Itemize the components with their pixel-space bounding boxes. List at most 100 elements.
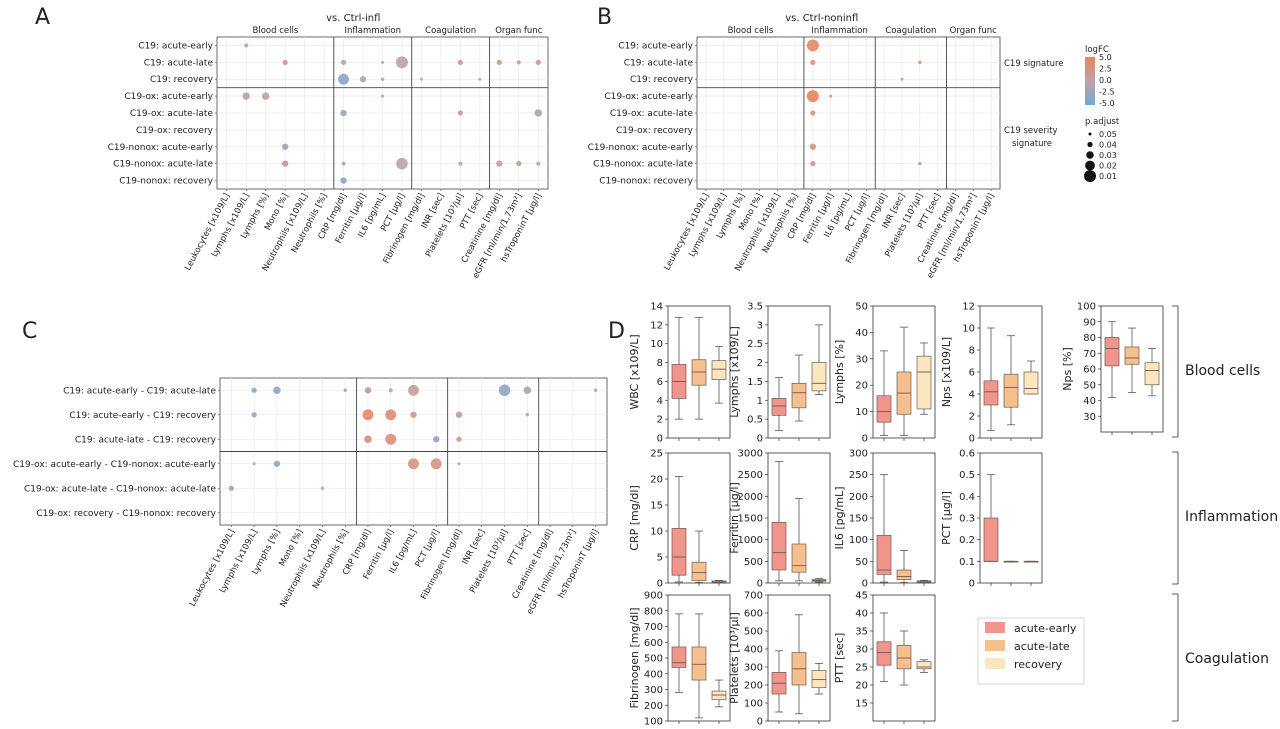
boxplot-y-tick-label: 400	[744, 645, 763, 656]
legend-padj-dot	[1084, 170, 1096, 182]
panel-c-dot	[457, 462, 461, 466]
boxplot-y-tick-label: 10	[650, 339, 663, 350]
legend-padj-dot	[1085, 160, 1095, 171]
panel-c-dot	[433, 436, 440, 443]
panel-c-dot	[343, 388, 347, 392]
boxplot-y-tick-label: 700	[744, 591, 763, 602]
boxplot-y-tick-label: 40	[855, 328, 868, 339]
panel-b-dot	[918, 60, 922, 65]
boxplot-y-tick-label: 50	[855, 302, 868, 313]
legend-padj-tick: 0.01	[1099, 172, 1117, 181]
boxplot-box	[811, 362, 827, 392]
panel-c-dot	[320, 486, 325, 490]
boxplot-y-tick-label: 1500	[738, 514, 763, 525]
boxplot-y-tick-label: 70	[1083, 349, 1096, 360]
boxplot-y-tick-label: 80	[1083, 333, 1096, 344]
boxplot-y-label: PCT [µg/l]	[940, 491, 953, 545]
panel-b-dot	[918, 161, 922, 166]
boxplot-y-tick-label: 2000	[738, 492, 763, 503]
boxplot-y-tick-label: 8	[657, 358, 663, 369]
panel-a-row-label: C19: recovery	[150, 75, 214, 85]
boxplot-y-tick-label: 1.5	[747, 377, 763, 388]
panel-a-dot	[457, 59, 464, 65]
panel-c-row-label: C19: acute-early - C19: acute-late	[63, 386, 216, 396]
boxplot-y-tick-label: 500	[744, 557, 763, 568]
panel-a-row-label: C19-nonox: recovery	[119, 177, 213, 187]
panel-c-row-label: C19-ox: acute-early - C19-nonox: acute-e…	[13, 460, 217, 470]
boxplot-y-tick-label: 700	[644, 622, 663, 633]
boxplot-y-tick-label: 30	[855, 645, 868, 656]
boxplot-box	[691, 359, 707, 386]
panel-c-dot	[273, 386, 281, 394]
panel-b-dot	[810, 161, 816, 167]
panel-b-row-label: C19-nonox: acute-late	[593, 160, 693, 170]
boxplot-y-tick-label: 25	[855, 663, 868, 674]
legend-logfc-tick: -2.5	[1099, 88, 1115, 97]
boxplot-y-tick-label: 3000	[738, 449, 763, 460]
panel-b-row-label: C19-ox: acute-late	[610, 109, 694, 119]
panel-c-dot	[523, 386, 532, 394]
boxplot-box	[691, 561, 707, 581]
boxplot-legend-swatch	[985, 640, 1005, 651]
panel-b-side-label: signature	[1012, 139, 1052, 149]
boxplot-y-label: Platelets [10³/µl]	[728, 612, 741, 704]
panel-b-dot	[810, 110, 816, 116]
panel-c-dot	[228, 485, 235, 491]
panel-b-row-label: C19-nonox: recovery	[599, 177, 693, 187]
boxplot-box	[1104, 337, 1120, 367]
boxplot-y-tick-label: 30	[1083, 412, 1096, 423]
boxplot-y-tick-label: 0	[862, 434, 868, 445]
boxplot-y-tick-label: 200	[644, 701, 663, 712]
boxplot-box	[711, 360, 727, 380]
boxplot-y-tick-label: 10	[962, 324, 975, 335]
boxplot-y-tick-label: 100	[644, 717, 663, 728]
boxplot-y-tick-label: 0	[757, 717, 763, 728]
boxplot-box	[1003, 373, 1019, 408]
panel-a-row-label: C19-ox: acute-early	[124, 92, 213, 102]
panel-b-row-label: C19-ox: acute-early	[604, 92, 693, 102]
boxplot-legend-label: recovery	[1014, 658, 1063, 671]
boxplot-y-tick-label: 250	[849, 470, 868, 481]
panel-b-group-label: Blood cells	[728, 26, 774, 36]
boxplot-y-tick-label: 0	[757, 579, 763, 590]
boxplot-y-tick-label: 500	[644, 654, 663, 665]
boxplot-y-tick-label: 2	[969, 412, 975, 423]
panel-a-group-label: Coagulation	[425, 26, 476, 36]
boxplot-y-tick-label: 4	[657, 396, 663, 407]
panel-label-a: A	[35, 5, 50, 30]
boxplot-box	[1124, 346, 1140, 365]
panel-a-dot	[419, 77, 423, 81]
boxplot-y-label: Nps [x109/L]	[940, 337, 953, 407]
panel-c-dot	[385, 409, 397, 421]
group-label: Inflammation	[1185, 509, 1278, 525]
boxplot-box	[876, 641, 892, 666]
panel-c-dot	[455, 411, 463, 418]
legend-logfc-tick: 0.0	[1099, 76, 1112, 85]
boxplot-y-tick-label: 0	[969, 434, 975, 445]
boxplot-y-tick-label: 0.3	[959, 514, 975, 525]
group-label: Blood cells	[1185, 363, 1260, 379]
panel-b-title: vs. Ctrl-noninfl	[785, 13, 858, 24]
boxplot-box	[916, 355, 932, 410]
boxplot-legend-swatch	[985, 622, 1005, 633]
boxplot-y-tick-label: 2	[657, 415, 663, 426]
panel-b-dot	[806, 90, 819, 103]
panel-b-dot	[829, 94, 833, 98]
panel-a-dot	[282, 59, 288, 65]
panel-a-dot	[242, 92, 250, 100]
panel-b-row-label: C19: recovery	[630, 75, 694, 85]
boxplot-y-tick-label: 1000	[738, 535, 763, 546]
boxplot-y-tick-label: 90	[1083, 317, 1096, 328]
panel-label-c: C	[22, 319, 37, 344]
boxplot-y-label: Lymphs [%]	[833, 340, 846, 405]
boxplot-legend-label: acute-early	[1014, 622, 1077, 635]
boxplot-y-tick-label: 0.5	[959, 470, 975, 481]
boxplot-box	[671, 528, 687, 576]
boxplot-y-tick-label: 3.5	[747, 302, 763, 313]
panel-a-dot	[338, 73, 349, 85]
panel-a-row-label: C19-nonox: acute-late	[113, 160, 213, 170]
boxplot-box	[1144, 362, 1160, 386]
legend-logfc-tick: -5.0	[1099, 99, 1115, 108]
boxplot-box	[896, 569, 912, 580]
panel-a-dot	[261, 92, 270, 100]
